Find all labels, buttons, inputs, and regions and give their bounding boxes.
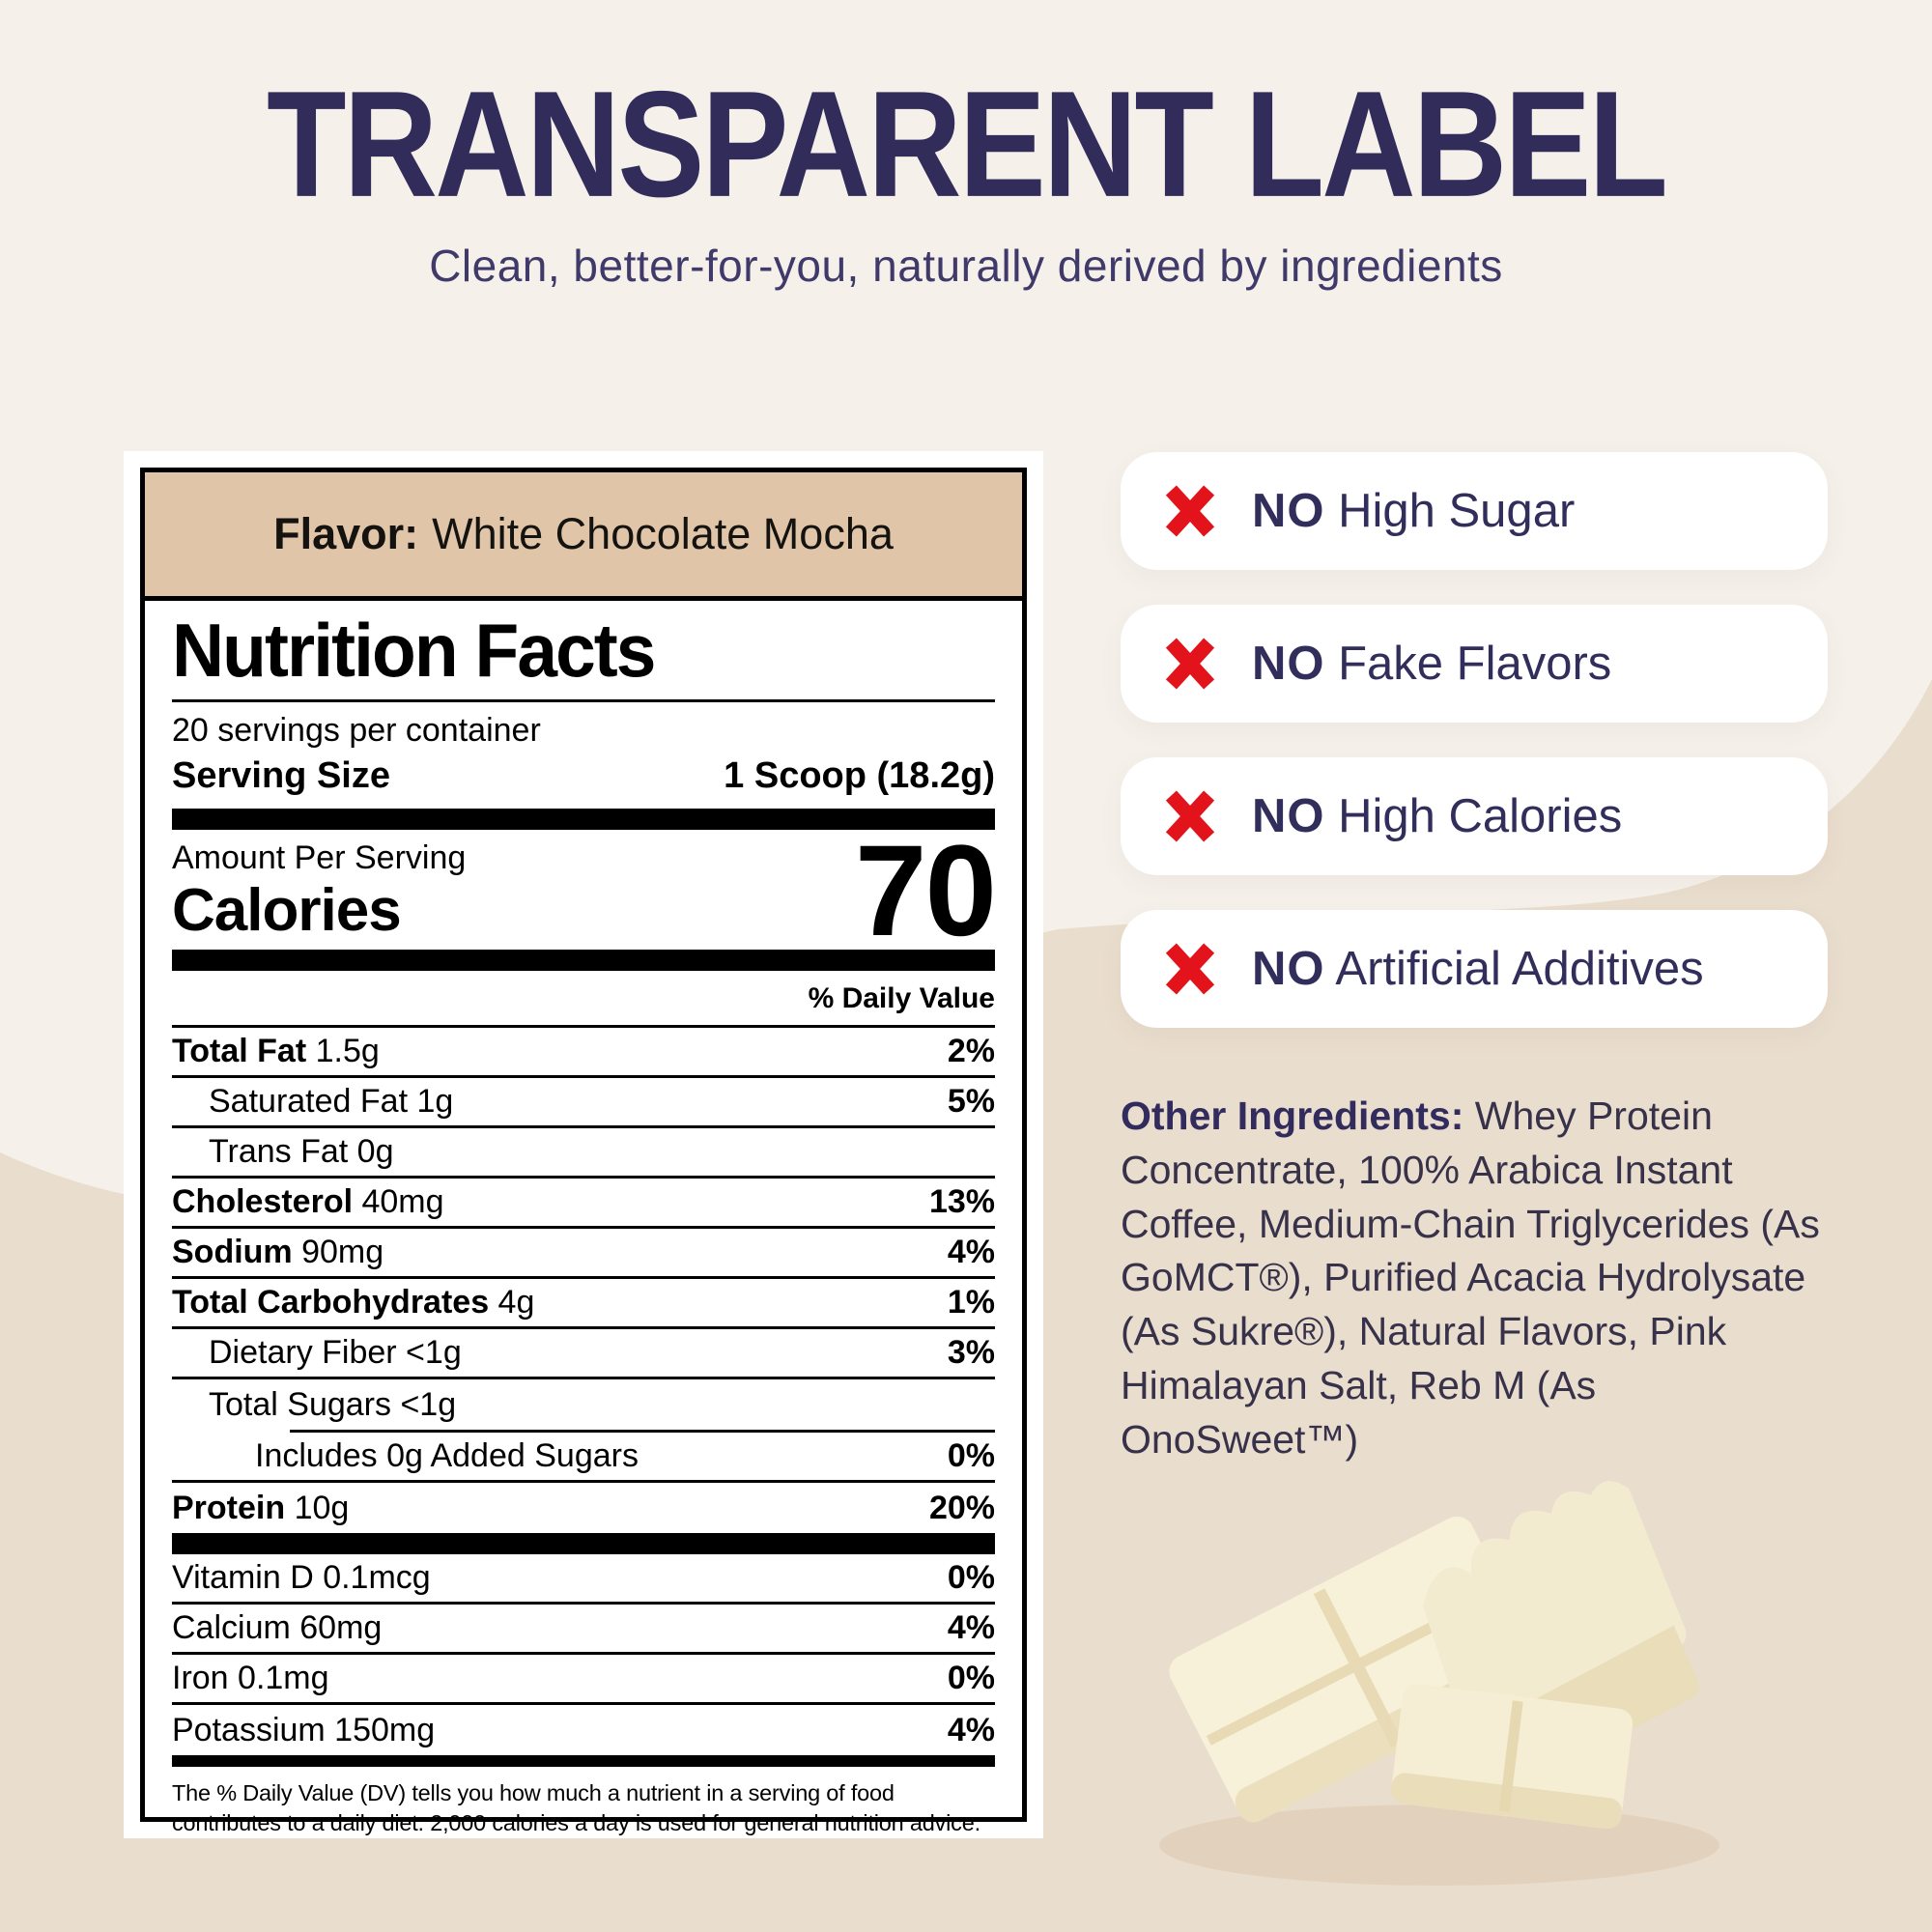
claim-text: NO High Calories [1252,790,1623,842]
vitamin-row-iron: Iron 0.1mg 0% [172,1655,995,1706]
nutrient-row-saturated-fat: Saturated Fat 1g 5% [172,1078,995,1129]
nutrition-label-border: Flavor: White Chocolate Mocha Nutrition … [140,468,1027,1835]
header: TRANSPARENT LABEL Clean, better-for-you,… [0,60,1932,292]
calories-label: Calories [172,877,402,944]
nutrient-row-total-sugars: Total Sugars <1g [209,1385,457,1423]
nutrition-facts-body: Nutrition Facts 20 servings per containe… [145,601,1022,1838]
nutrient-row-trans-fat: Trans Fat 0g [172,1128,995,1179]
divider-thin [172,1025,995,1029]
nutrition-facts-title: Nutrition Facts [172,608,656,693]
x-icon [1165,943,1215,995]
white-chocolate-image [1159,1481,1719,1886]
nutrient-row-added-sugars: Includes 0g Added Sugars 0% [172,1433,995,1484]
claim-pill-no-high-sugar: NO High Sugar [1121,452,1828,570]
x-icon [1165,485,1215,537]
divider-thick [172,1533,995,1555]
serving-size-value: 1 Scoop (18.2g) [724,755,995,796]
flavor-label: Flavor: [273,509,419,558]
divider-thick [172,809,995,830]
other-ingredients: Other Ingredients: Whey Protein Concentr… [1121,1090,1840,1466]
vitamin-row-calcium: Calcium 60mg 4% [172,1605,995,1656]
page-title: TRANSPARENT LABEL [267,60,1668,229]
divider-inset [290,1430,995,1434]
claim-text: NO High Sugar [1252,485,1576,537]
servings-per-container: 20 servings per container [172,712,541,749]
nutrient-row-sodium: Sodium 90mg 4% [172,1229,995,1280]
divider-thick [172,950,995,972]
flavor-value: White Chocolate Mocha [432,509,894,558]
claim-text: NO Fake Flavors [1252,638,1612,690]
claim-text: NO Artificial Additives [1252,943,1704,995]
claim-pill-no-artificial-additives: NO Artificial Additives [1121,910,1828,1028]
nutrition-label-card: Flavor: White Chocolate Mocha Nutrition … [124,451,1043,1838]
nutrient-row-protein: Protein 10g 20% [172,1489,995,1526]
flavor-header: Flavor: White Chocolate Mocha [145,472,1022,601]
page-subtitle: Clean, better-for-you, naturally derived… [429,241,1503,291]
daily-value-header: % Daily Value [808,982,995,1015]
vitamin-row-vitamin-d: Vitamin D 0.1mcg 0% [172,1554,995,1605]
x-icon [1165,790,1215,842]
nutrient-row-total-fat: Total Fat 1.5g 2% [172,1028,995,1079]
divider-thin [172,699,995,702]
nutrient-row-cholesterol: Cholesterol 40mg 13% [172,1179,995,1230]
claim-pill-no-fake-flavors: NO Fake Flavors [1121,605,1828,723]
calories-block: Amount Per Serving Calories 70 [172,818,997,963]
serving-size-row: Serving Size 1 Scoop (18.2g) [172,755,995,809]
other-ingredients-text: Whey Protein Concentrate, 100% Arabica I… [1121,1094,1820,1462]
calories-value: 70 [854,818,997,963]
claims-column: NO High Sugar NO Fake Flavors NO High Ca… [1121,452,1828,1466]
amount-per-serving-label: Amount Per Serving [172,839,467,876]
x-icon [1165,638,1215,690]
claim-pill-no-high-calories: NO High Calories [1121,757,1828,875]
other-ingredients-label: Other Ingredients: [1121,1094,1475,1138]
serving-size-label: Serving Size [172,755,390,796]
nutrient-row-dietary-fiber: Dietary Fiber <1g 3% [172,1329,995,1380]
nutrient-row-total-carbohydrates: Total Carbohydrates 4g 1% [172,1279,995,1330]
daily-value-footnote: The % Daily Value (DV) tells you how muc… [172,1780,980,1836]
divider-medium [172,1755,995,1768]
vitamin-row-potassium: Potassium 150mg 4% [172,1711,995,1748]
